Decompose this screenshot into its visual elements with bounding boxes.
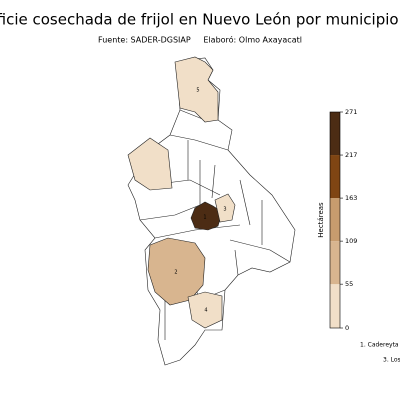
region-label: 3 [223, 207, 226, 213]
colorbar-tick-label: 109 [345, 237, 357, 245]
colorbar-tick-label: 217 [345, 151, 357, 159]
subtitle: Fuente: SADER-DGSIAP Elaboró: Olmo Axaya… [98, 35, 302, 45]
region-label: 4 [204, 308, 207, 314]
title: uperficie cosechada de frijol en Nuevo L… [0, 11, 400, 29]
colorbar-band [330, 284, 340, 328]
municipality [127, 137, 173, 191]
region-label: 1 [203, 215, 206, 221]
colorbar-band [330, 112, 340, 156]
municipality [147, 237, 206, 306]
colorbar-frame [329, 111, 341, 329]
note: 3. Los [383, 357, 400, 364]
region-label: 5 [196, 88, 199, 94]
municipality [190, 201, 223, 231]
colorbar-band [330, 155, 340, 199]
note: 1. Cadereyta [360, 342, 399, 349]
municipality [174, 56, 219, 123]
colorbar-tick-label: 55 [345, 280, 353, 288]
municipality [187, 291, 223, 329]
colorbar-tick-label: 163 [345, 194, 357, 202]
municipality [214, 193, 236, 223]
region-label: 2 [174, 270, 177, 276]
colorbar-tick-label: 271 [345, 108, 357, 116]
colorbar-tick-label: 0 [345, 324, 349, 332]
colorbar-band [330, 241, 340, 285]
colorbar-band [330, 198, 340, 242]
colorbar-label: Hectáreas [317, 202, 325, 238]
